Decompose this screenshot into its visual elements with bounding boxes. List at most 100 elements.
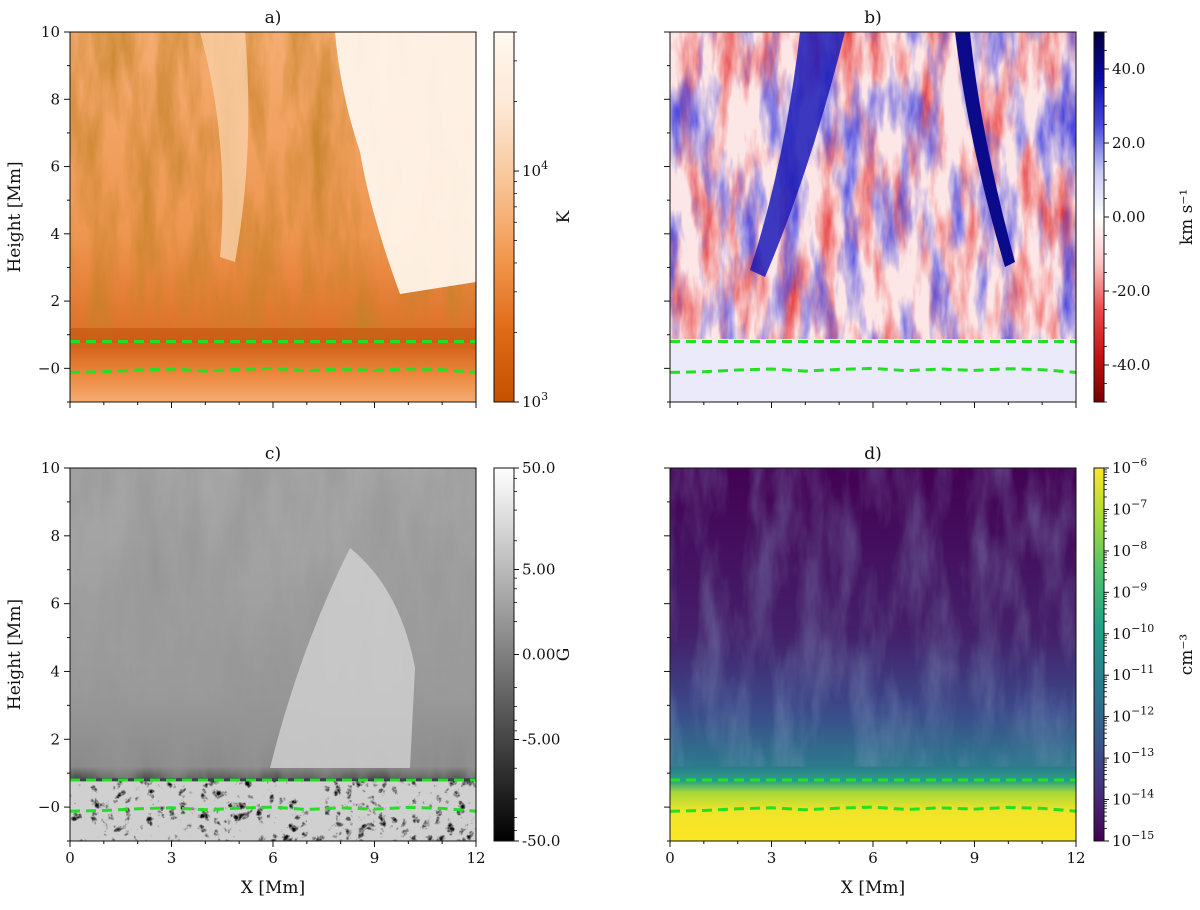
y-axis-label: Height [Mm]	[5, 161, 25, 272]
colorbar-strip	[493, 31, 515, 403]
colorbar-tick-label: 103	[522, 390, 548, 411]
colorbar-tick-exponent: −14	[1131, 788, 1154, 801]
lower-layer	[670, 339, 1076, 402]
colorbar-tick-label: 10−8	[1112, 539, 1147, 560]
colorbar-tick-label: -5.00	[522, 730, 560, 748]
colorbar-tick-exponent: −11	[1131, 663, 1154, 676]
colorbar-tick-exponent: 3	[541, 390, 548, 403]
panel-title: d)	[864, 444, 882, 464]
heatmap-image	[670, 32, 1076, 402]
colorbar-tick-label: 5.00	[522, 561, 555, 579]
image-texture	[670, 468, 1076, 767]
image-texture	[70, 468, 476, 778]
overlay-line-lower	[669, 805, 1077, 813]
heatmap-image	[670, 468, 1076, 841]
colorbar-tick-label: 20.0	[1112, 134, 1145, 152]
y-tick-label: 2	[50, 292, 60, 310]
colorbar-tick-label: -50.0	[522, 832, 560, 850]
colorbar-strip	[493, 467, 515, 842]
colorbar-label: cm⁻³	[1177, 634, 1197, 675]
colorbar-tick-label: 10−13	[1112, 746, 1154, 767]
x-tick-label: 9	[370, 849, 380, 867]
colorbar-tick-label: 10−14	[1112, 788, 1154, 809]
panel-3: 0 3 6 9 12 X [Mm] −0 2 4 6 8 10 Height [Mm] c) 50.0 5.0…	[5, 444, 574, 898]
colorbar-tick-exponent: −9	[1131, 580, 1147, 593]
x-tick-label: 0	[665, 849, 675, 867]
bright-region	[270, 548, 415, 768]
heatmap-image	[70, 468, 476, 841]
y-tick-label: 6	[50, 158, 60, 176]
y-tick-label: 10	[41, 459, 60, 477]
y-axis-label: Height [Mm]	[5, 599, 25, 710]
panel-title: b)	[864, 8, 882, 28]
colorbar: 104 103 K	[493, 31, 574, 411]
downflow-lane-2	[750, 32, 845, 277]
colorbar-tick-label: 10−6	[1112, 456, 1147, 477]
colorbar-tick-exponent: −13	[1131, 746, 1154, 759]
y-tick-label: 10	[41, 23, 60, 41]
x-tick-label: 9	[970, 849, 980, 867]
colorbar-tick-label: 0.00	[1112, 208, 1145, 226]
colorbar-tick-exponent: −6	[1131, 456, 1147, 469]
colorbar-tick-exponent: 4	[541, 159, 548, 172]
y-tick-label: 4	[50, 225, 60, 243]
y-tick-label: 2	[50, 730, 60, 748]
overlay-line-lower	[69, 366, 477, 374]
colorbar-strip	[1093, 31, 1105, 403]
heatmap-image	[70, 32, 476, 402]
y-tick-label: −0	[38, 359, 60, 377]
panel-title: a)	[265, 8, 282, 28]
colorbar-tick-label: 50.0	[522, 459, 555, 477]
colorbar: 10−6 10−7 10−8 10−9 10−10 10−11 10−12 10−13 10−1…	[1093, 456, 1197, 850]
y-tick-label: 4	[50, 662, 60, 680]
colorbar-tick-label: 40.0	[1112, 60, 1145, 78]
colorbar-tick-label: 10−10	[1112, 622, 1154, 643]
x-tick-label: 6	[268, 849, 278, 867]
x-tick-label: 3	[167, 849, 177, 867]
colorbar-tick-label: 10−12	[1112, 705, 1154, 726]
colorbar-tick-exponent: −8	[1131, 539, 1147, 552]
x-tick-label: 3	[767, 849, 777, 867]
colorbar-tick-label: 10−9	[1112, 580, 1147, 601]
colorbar-label: K	[554, 210, 574, 223]
colorbar-tick-label: 10−11	[1112, 663, 1154, 684]
panel-1: −0 2 4 6 8 10 Height [Mm] a) 104 103 K	[5, 8, 574, 411]
image-texture-blue	[670, 32, 1076, 340]
colorbar-tick-exponent: −15	[1131, 829, 1154, 842]
colorbar-label: G	[554, 648, 574, 662]
colorbar-tick-label: 104	[522, 159, 548, 180]
cool-layer	[70, 328, 476, 343]
colorbar-tick-exponent: −7	[1131, 497, 1147, 510]
colorbar-tick-label: 0.00	[522, 646, 555, 664]
x-tick-label: 0	[65, 849, 75, 867]
y-tick-label: 8	[50, 527, 60, 545]
y-tick-label: 8	[50, 90, 60, 108]
panel-2: b) 40.0 20.0 0.00 -20.0 -40.0 km s⁻¹	[664, 8, 1197, 408]
colorbar-strip	[1093, 467, 1105, 842]
hot-filament	[200, 32, 249, 262]
x-tick-label: 12	[466, 849, 485, 867]
overlay-line-lower	[69, 805, 477, 813]
downflow-lane	[955, 32, 1015, 267]
y-tick-label: 6	[50, 595, 60, 613]
colorbar-tick-label: -40.0	[1112, 356, 1150, 374]
x-tick-label: 12	[1066, 849, 1085, 867]
colorbar-tick-label: -20.0	[1112, 282, 1150, 300]
photosphere-texture	[70, 781, 476, 841]
overlay-line-lower	[669, 366, 1077, 374]
colorbar-tick-label: 10−15	[1112, 829, 1154, 850]
colorbar-tick-label: 10−7	[1112, 497, 1147, 518]
colorbar: 40.0 20.0 0.00 -20.0 -40.0 km s⁻¹	[1093, 31, 1197, 403]
x-tick-label: 6	[868, 849, 878, 867]
y-tick-label: −0	[38, 798, 60, 816]
colorbar-tick-exponent: −10	[1131, 622, 1154, 635]
x-axis-label: X [Mm]	[841, 878, 905, 898]
colorbar-tick-exponent: −12	[1131, 705, 1154, 718]
x-axis-label: X [Mm]	[241, 878, 305, 898]
panel-4: 0 3 6 9 12 X [Mm] d) 10−6 10−7 10−8 10−9 10−10 10−11…	[664, 444, 1197, 898]
panel-title: c)	[265, 444, 281, 464]
colorbar: 50.0 5.00 0.00 -5.00 -50.0 G	[493, 459, 574, 850]
hot-region	[335, 32, 476, 294]
colorbar-label: km s⁻¹	[1177, 189, 1197, 245]
